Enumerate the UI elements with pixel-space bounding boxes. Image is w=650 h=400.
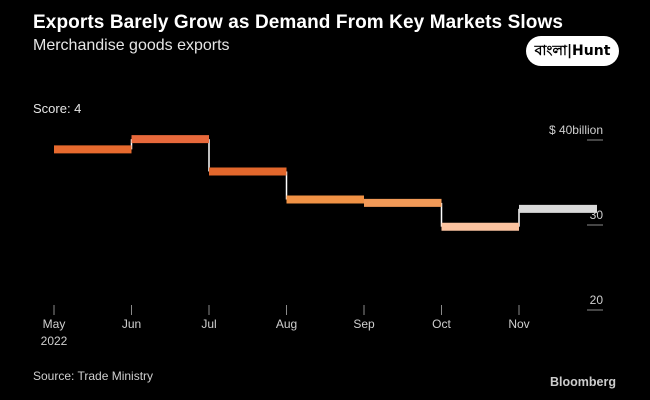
x-tick-label-5: Oct	[432, 317, 451, 331]
x-tick-label-2: Jul	[201, 317, 216, 331]
site-logo: বাংলা|Hunt	[526, 36, 619, 66]
score-label: Score: 4	[33, 101, 82, 116]
bloomberg-brand: Bloomberg	[550, 375, 616, 389]
x-tick-label-4: Sep	[353, 317, 375, 331]
x-tick-label-3: Aug	[276, 317, 297, 331]
chart-title: Exports Barely Grow as Demand From Key M…	[33, 12, 563, 33]
x-tick-label-6: Nov	[508, 317, 529, 331]
source-note: Source: Trade Ministry	[33, 369, 154, 383]
chart-subtitle: Merchandise goods exports	[33, 37, 230, 54]
x-year-label: 2022	[41, 334, 68, 348]
x-tick-label-1: Jun	[122, 317, 141, 331]
x-tick-label-0: May	[43, 317, 66, 331]
y-tick-label-2: 20	[590, 293, 604, 307]
y-tick-label-0: $ 40billion	[549, 123, 603, 137]
